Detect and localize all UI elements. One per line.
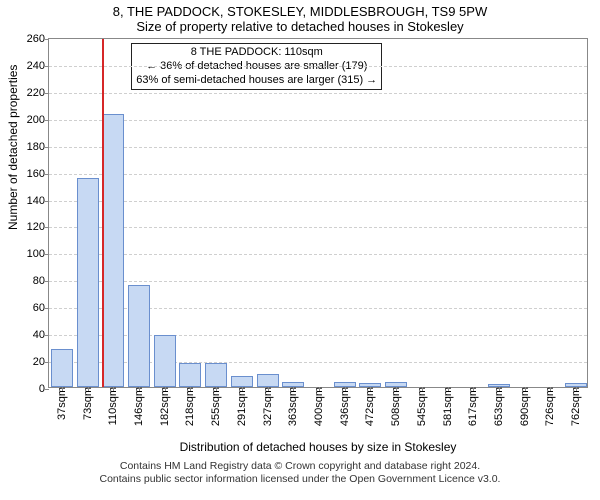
- y-tick-mark: [45, 147, 49, 148]
- y-tick-mark: [45, 120, 49, 121]
- gridline: [49, 174, 587, 175]
- x-tick-label: 363sqm: [287, 387, 299, 426]
- footer-line: Contains public sector information licen…: [0, 473, 600, 486]
- histogram-chart: 8, THE PADDOCK, STOKESLEY, MIDDLESBROUGH…: [0, 0, 600, 500]
- x-tick-label: 37sqm: [56, 387, 68, 420]
- gridline: [49, 201, 587, 202]
- x-tick-mark: [499, 387, 500, 391]
- x-tick-label: 291sqm: [236, 387, 248, 426]
- y-tick-mark: [45, 174, 49, 175]
- x-tick-label: 617sqm: [467, 387, 479, 426]
- footer-attribution: Contains HM Land Registry data © Crown c…: [0, 460, 600, 486]
- y-tick-mark: [45, 254, 49, 255]
- histogram-bar: [205, 363, 227, 387]
- gridline: [49, 254, 587, 255]
- highlight-line: [102, 39, 104, 387]
- x-tick-mark: [216, 387, 217, 391]
- x-tick-label: 436sqm: [339, 387, 351, 426]
- x-tick-mark: [396, 387, 397, 391]
- callout-line: 8 THE PADDOCK: 110sqm: [136, 46, 377, 60]
- x-tick-label: 472sqm: [364, 387, 376, 426]
- x-tick-mark: [190, 387, 191, 391]
- x-tick-mark: [473, 387, 474, 391]
- x-tick-mark: [165, 387, 166, 391]
- x-tick-mark: [550, 387, 551, 391]
- gridline: [49, 93, 587, 94]
- x-tick-mark: [139, 387, 140, 391]
- histogram-bar: [257, 374, 279, 387]
- x-tick-label: 581sqm: [442, 387, 454, 426]
- histogram-bar: [77, 178, 99, 387]
- gridline: [49, 120, 587, 121]
- histogram-bar: [179, 363, 201, 387]
- plot-area: 8 THE PADDOCK: 110sqm ← 36% of detached …: [48, 38, 588, 388]
- x-tick-mark: [62, 387, 63, 391]
- histogram-bar: [231, 376, 253, 387]
- x-tick-mark: [268, 387, 269, 391]
- y-tick-mark: [45, 362, 49, 363]
- x-tick-label: 690sqm: [519, 387, 531, 426]
- callout-line: 63% of semi-detached houses are larger (…: [136, 74, 377, 88]
- histogram-bar: [102, 114, 124, 387]
- x-tick-mark: [113, 387, 114, 391]
- y-tick-mark: [45, 335, 49, 336]
- x-tick-mark: [88, 387, 89, 391]
- x-tick-label: 218sqm: [184, 387, 196, 426]
- x-tick-label: 762sqm: [570, 387, 582, 426]
- y-tick-mark: [45, 389, 49, 390]
- x-tick-label: 182sqm: [159, 387, 171, 426]
- gridline: [49, 66, 587, 67]
- x-tick-label: 73sqm: [82, 387, 94, 420]
- histogram-bar: [128, 285, 150, 387]
- x-tick-mark: [293, 387, 294, 391]
- y-tick-mark: [45, 66, 49, 67]
- y-tick-mark: [45, 201, 49, 202]
- x-tick-label: 255sqm: [210, 387, 222, 426]
- x-tick-label: 726sqm: [544, 387, 556, 426]
- x-tick-mark: [345, 387, 346, 391]
- histogram-bar: [154, 335, 176, 388]
- x-tick-label: 545sqm: [416, 387, 428, 426]
- x-tick-mark: [422, 387, 423, 391]
- x-tick-label: 110sqm: [107, 387, 119, 425]
- x-tick-mark: [448, 387, 449, 391]
- x-tick-mark: [319, 387, 320, 391]
- y-tick-mark: [45, 281, 49, 282]
- x-tick-mark: [576, 387, 577, 391]
- x-tick-label: 508sqm: [390, 387, 402, 426]
- x-tick-mark: [370, 387, 371, 391]
- gridline: [49, 281, 587, 282]
- footer-line: Contains HM Land Registry data © Crown c…: [0, 460, 600, 473]
- y-tick-mark: [45, 93, 49, 94]
- y-tick-mark: [45, 227, 49, 228]
- histogram-bar: [51, 349, 73, 387]
- y-tick-mark: [45, 39, 49, 40]
- x-tick-label: 327sqm: [262, 387, 274, 426]
- x-tick-label: 653sqm: [493, 387, 505, 426]
- x-tick-label: 400sqm: [313, 387, 325, 426]
- x-axis-label: Distribution of detached houses by size …: [48, 440, 588, 454]
- chart-title-main: 8, THE PADDOCK, STOKESLEY, MIDDLESBROUGH…: [0, 4, 600, 19]
- x-tick-label: 146sqm: [133, 387, 145, 426]
- gridline: [49, 227, 587, 228]
- x-tick-mark: [525, 387, 526, 391]
- x-tick-mark: [242, 387, 243, 391]
- y-tick-mark: [45, 308, 49, 309]
- gridline: [49, 147, 587, 148]
- y-axis-label: Number of detached properties: [6, 65, 20, 230]
- chart-title-sub: Size of property relative to detached ho…: [0, 19, 600, 34]
